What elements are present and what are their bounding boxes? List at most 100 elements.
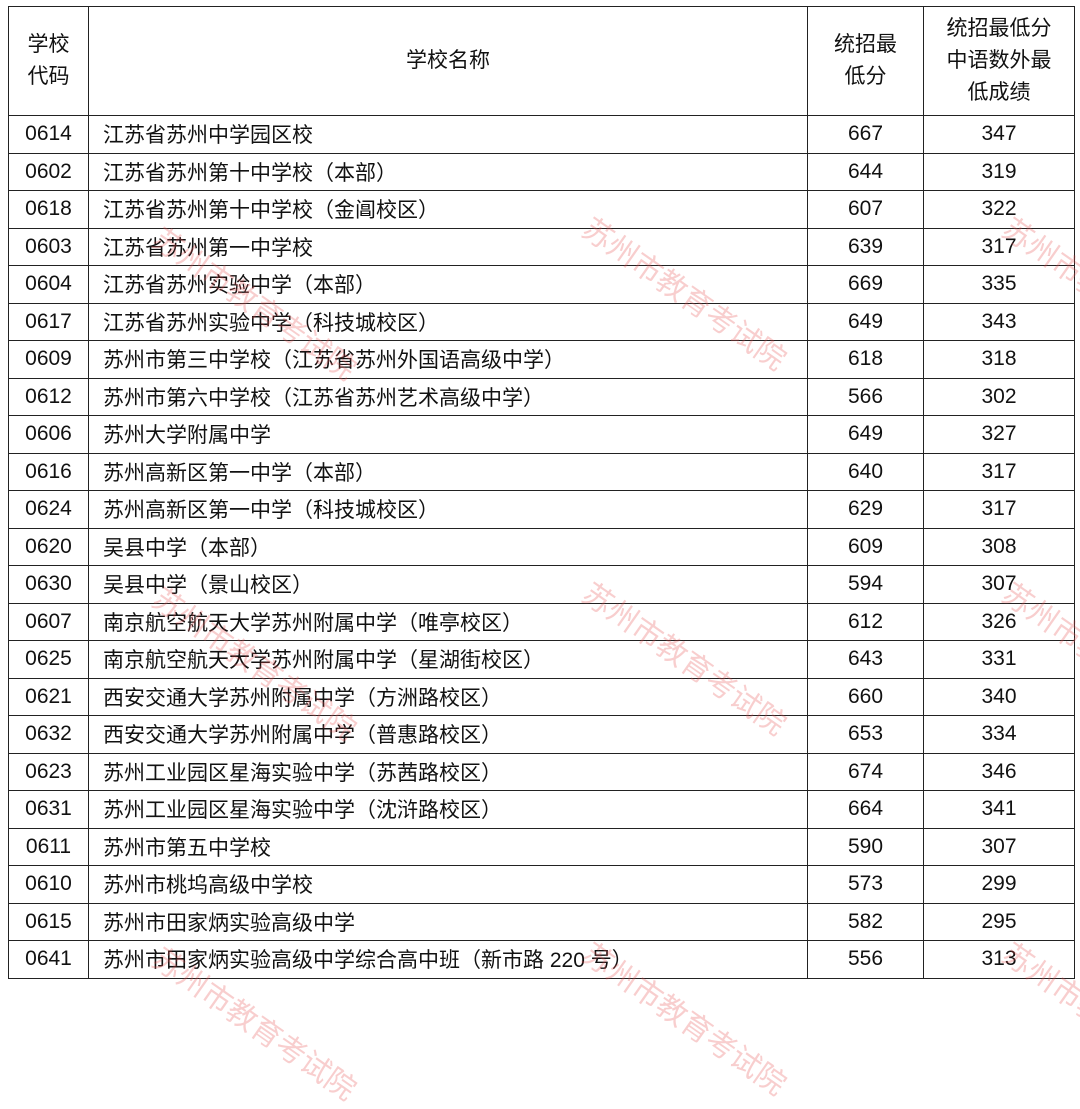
table-row: 0617 江苏省苏州实验中学（科技城校区） 649 343 (8, 302, 1075, 341)
cell-min-subject-score: 335 (923, 265, 1075, 304)
cell-school-name: 苏州市田家炳实验高级中学综合高中班（新市路 220 号） (88, 940, 808, 979)
table-row: 0632 西安交通大学苏州附属中学（普惠路校区） 653 334 (8, 715, 1075, 754)
cell-min-subject-score: 318 (923, 340, 1075, 379)
cell-school-code: 0617 (8, 302, 89, 341)
table-row: 0625 南京航空航天大学苏州附属中学（星湖街校区） 643 331 (8, 640, 1075, 679)
cell-min-subject-score: 343 (923, 302, 1075, 341)
cell-school-name: 苏州大学附属中学 (88, 415, 808, 454)
cell-school-name: 苏州市第五中学校 (88, 827, 808, 866)
cell-min-score: 618 (807, 340, 924, 379)
cell-min-subject-score: 317 (923, 227, 1075, 266)
cell-school-name: 苏州工业园区星海实验中学（苏茜路校区） (88, 752, 808, 791)
cell-min-subject-score: 341 (923, 790, 1075, 829)
cell-min-subject-score: 346 (923, 752, 1075, 791)
cell-min-score: 667 (807, 115, 924, 154)
table-row: 0620 吴县中学（本部） 609 308 (8, 527, 1075, 566)
table-row: 0610 苏州市桃坞高级中学校 573 299 (8, 865, 1075, 904)
cell-min-subject-score: 313 (923, 940, 1075, 979)
cell-min-score: 660 (807, 677, 924, 716)
cell-min-score: 594 (807, 565, 924, 604)
cell-school-code: 0609 (8, 340, 89, 379)
cell-school-code: 0614 (8, 115, 89, 154)
cell-school-code: 0602 (8, 152, 89, 191)
cell-school-code: 0610 (8, 865, 89, 904)
table-row: 0630 吴县中学（景山校区） 594 307 (8, 565, 1075, 604)
cell-min-subject-score: 347 (923, 115, 1075, 154)
cell-min-subject-score: 331 (923, 640, 1075, 679)
cell-school-code: 0612 (8, 377, 89, 416)
cell-school-name: 吴县中学（景山校区） (88, 565, 808, 604)
table-row: 0621 西安交通大学苏州附属中学（方洲路校区） 660 340 (8, 677, 1075, 716)
header-row: 学校 代码 学校名称 统招最 低分 统招最低分 中语数外最 低成绩 (8, 6, 1075, 116)
cell-school-code: 0606 (8, 415, 89, 454)
admission-score-table: 学校 代码 学校名称 统招最 低分 统招最低分 中语数外最 低成绩 0614 江苏… (8, 6, 1075, 979)
cell-min-subject-score: 307 (923, 565, 1075, 604)
cell-school-code: 0624 (8, 490, 89, 529)
table-row: 0612 苏州市第六中学校（江苏省苏州艺术高级中学） 566 302 (8, 377, 1075, 416)
cell-min-score: 653 (807, 715, 924, 754)
cell-school-name: 苏州高新区第一中学（本部） (88, 452, 808, 491)
header-school-code: 学校 代码 (8, 6, 89, 116)
cell-school-code: 0615 (8, 902, 89, 941)
cell-school-code: 0631 (8, 790, 89, 829)
cell-school-code: 0607 (8, 602, 89, 641)
cell-min-subject-score: 317 (923, 490, 1075, 529)
cell-min-subject-score: 308 (923, 527, 1075, 566)
table-row: 0602 江苏省苏州第十中学校（本部） 644 319 (8, 152, 1075, 191)
cell-min-subject-score: 302 (923, 377, 1075, 416)
table-row: 0606 苏州大学附属中学 649 327 (8, 415, 1075, 454)
cell-min-score: 609 (807, 527, 924, 566)
table-row: 0614 江苏省苏州中学园区校 667 347 (8, 115, 1075, 154)
table-row: 0618 江苏省苏州第十中学校（金阊校区） 607 322 (8, 190, 1075, 229)
cell-min-score: 566 (807, 377, 924, 416)
cell-school-code: 0603 (8, 227, 89, 266)
cell-school-name: 江苏省苏州实验中学（本部） (88, 265, 808, 304)
cell-school-name: 苏州市第三中学校（江苏省苏州外国语高级中学） (88, 340, 808, 379)
table-row: 0623 苏州工业园区星海实验中学（苏茜路校区） 674 346 (8, 752, 1075, 791)
header-school-name: 学校名称 (88, 6, 808, 116)
cell-min-score: 639 (807, 227, 924, 266)
cell-school-code: 0611 (8, 827, 89, 866)
cell-min-subject-score: 340 (923, 677, 1075, 716)
cell-school-name: 苏州市桃坞高级中学校 (88, 865, 808, 904)
cell-school-code: 0625 (8, 640, 89, 679)
cell-min-score: 590 (807, 827, 924, 866)
header-min-subject-score: 统招最低分 中语数外最 低成绩 (923, 6, 1075, 116)
cell-school-name: 苏州市第六中学校（江苏省苏州艺术高级中学） (88, 377, 808, 416)
cell-min-score: 649 (807, 415, 924, 454)
table-row: 0603 江苏省苏州第一中学校 639 317 (8, 227, 1075, 266)
cell-min-score: 644 (807, 152, 924, 191)
cell-min-score: 629 (807, 490, 924, 529)
cell-min-subject-score: 326 (923, 602, 1075, 641)
table-row: 0607 南京航空航天大学苏州附属中学（唯亭校区） 612 326 (8, 602, 1075, 641)
cell-school-code: 0641 (8, 940, 89, 979)
cell-school-name: 南京航空航天大学苏州附属中学（星湖街校区） (88, 640, 808, 679)
cell-school-name: 吴县中学（本部） (88, 527, 808, 566)
cell-min-subject-score: 307 (923, 827, 1075, 866)
header-min-score: 统招最 低分 (807, 6, 924, 116)
table-row: 0615 苏州市田家炳实验高级中学 582 295 (8, 902, 1075, 941)
table-row: 0624 苏州高新区第一中学（科技城校区） 629 317 (8, 490, 1075, 529)
cell-school-name: 江苏省苏州实验中学（科技城校区） (88, 302, 808, 341)
cell-min-score: 556 (807, 940, 924, 979)
cell-school-code: 0620 (8, 527, 89, 566)
cell-min-score: 573 (807, 865, 924, 904)
cell-school-code: 0604 (8, 265, 89, 304)
cell-min-score: 664 (807, 790, 924, 829)
cell-min-score: 607 (807, 190, 924, 229)
cell-school-name: 苏州市田家炳实验高级中学 (88, 902, 808, 941)
cell-school-code: 0630 (8, 565, 89, 604)
cell-min-subject-score: 327 (923, 415, 1075, 454)
cell-school-name: 江苏省苏州第一中学校 (88, 227, 808, 266)
cell-school-code: 0623 (8, 752, 89, 791)
cell-school-code: 0621 (8, 677, 89, 716)
cell-min-subject-score: 334 (923, 715, 1075, 754)
cell-school-name: 西安交通大学苏州附属中学（普惠路校区） (88, 715, 808, 754)
cell-min-subject-score: 299 (923, 865, 1075, 904)
cell-school-code: 0618 (8, 190, 89, 229)
cell-min-score: 669 (807, 265, 924, 304)
table-row: 0631 苏州工业园区星海实验中学（沈浒路校区） 664 341 (8, 790, 1075, 829)
table-row: 0609 苏州市第三中学校（江苏省苏州外国语高级中学） 618 318 (8, 340, 1075, 379)
cell-min-score: 582 (807, 902, 924, 941)
cell-min-score: 640 (807, 452, 924, 491)
